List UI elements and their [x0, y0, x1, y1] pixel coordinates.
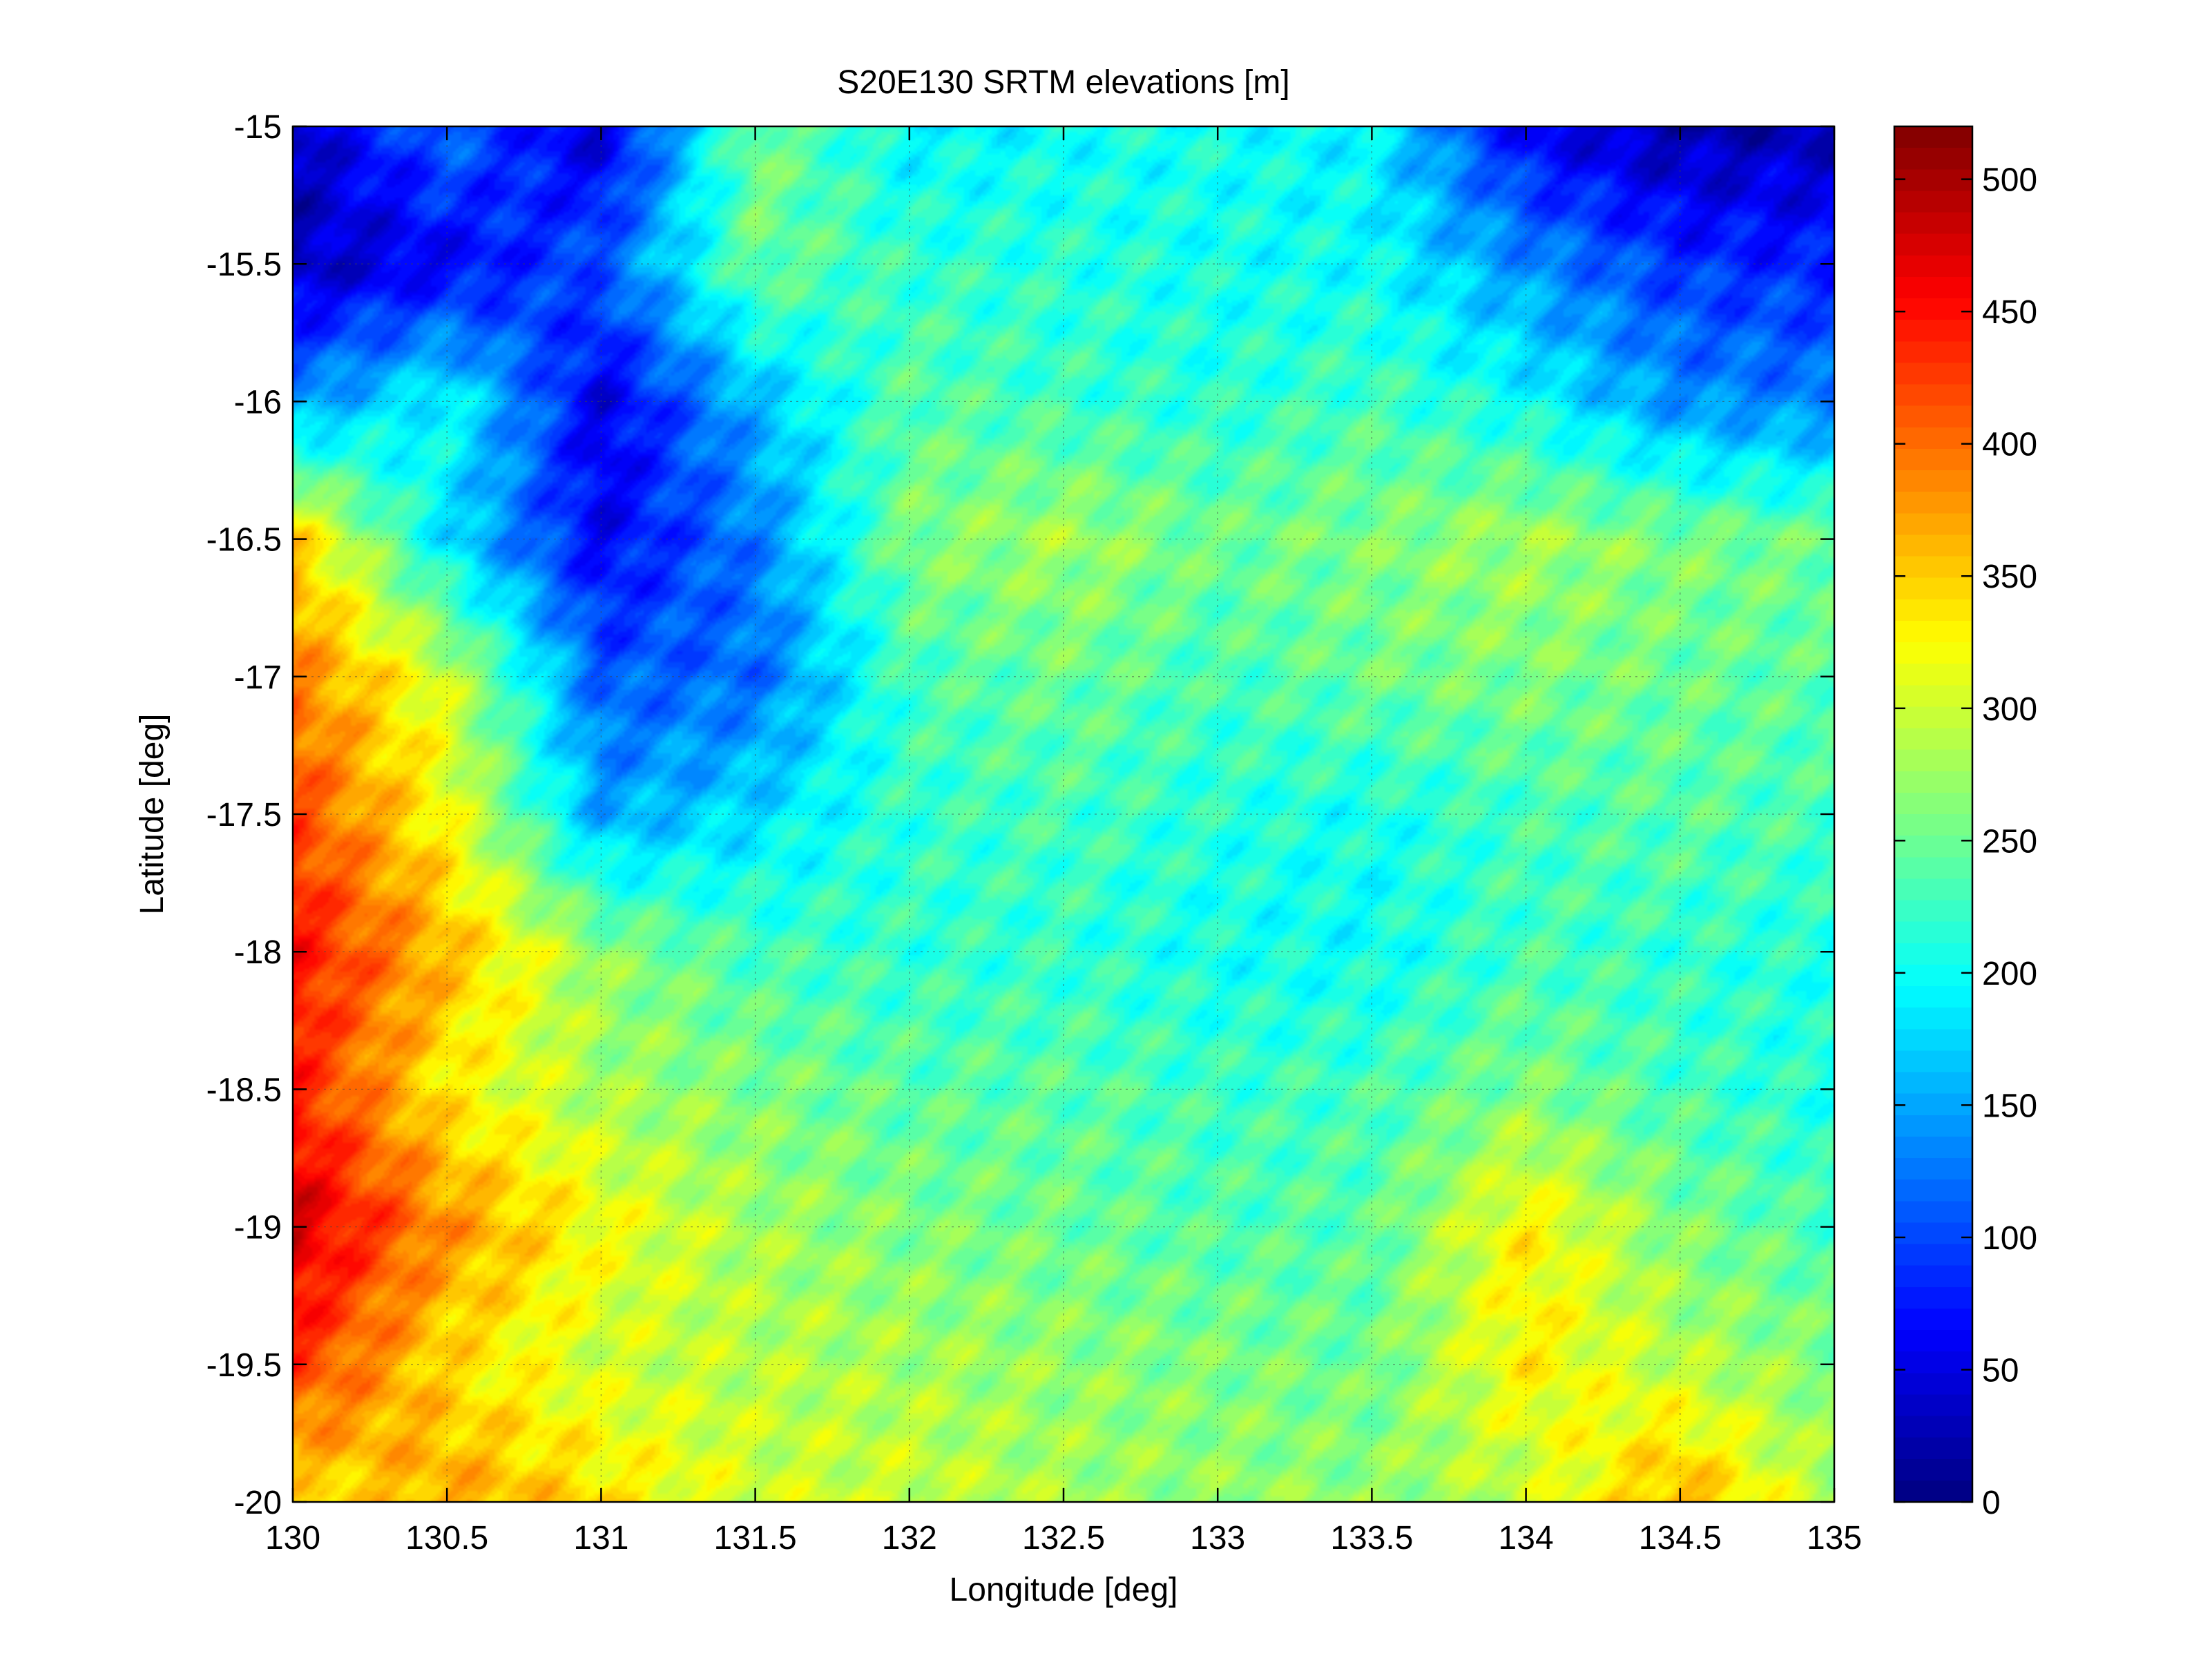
- x-tick-label: 133.5: [1330, 1520, 1413, 1556]
- y-tick-label: -15.5: [206, 247, 282, 283]
- x-tick-label: 131.5: [714, 1520, 797, 1556]
- colorbar-tick-label: 200: [1982, 956, 2037, 992]
- y-tick-label: -19.5: [206, 1347, 282, 1384]
- axis-ticks: 130 130.5 131 131.5 132 132.5 133 133.5 134 134.5…: [206, 109, 1862, 1556]
- y-tick-label: -16: [234, 384, 282, 421]
- x-axis-label: Longitude [deg]: [950, 1572, 1178, 1608]
- x-tick-label: 135: [1807, 1520, 1862, 1556]
- y-tick-label: -18.5: [206, 1072, 282, 1108]
- y-tick-label: -19: [234, 1210, 282, 1246]
- x-tick-label: 130.5: [405, 1520, 488, 1556]
- y-tick-label: -16.5: [206, 522, 282, 559]
- colorbar-tick-label: 250: [1982, 823, 2037, 860]
- colorbar-tick-label: 0: [1982, 1485, 2001, 1521]
- x-tick-label: 131: [573, 1520, 628, 1556]
- colorbar-tick-label: 450: [1982, 294, 2037, 331]
- chart-title: S20E130 SRTM elevations [m]: [837, 64, 1289, 101]
- colorbar-tick-label: 100: [1982, 1220, 2037, 1257]
- colorbar-tick-label: 350: [1982, 559, 2037, 595]
- colorbar-ticks: 0 50 100 150 200 250 300 350 400 450 500: [1894, 162, 2037, 1521]
- x-tick-label: 130: [265, 1520, 320, 1556]
- y-axis-label: Latitude [deg]: [134, 714, 171, 915]
- colorbar-tick-label: 500: [1982, 162, 2037, 199]
- y-tick-label: -20: [234, 1485, 282, 1521]
- x-tick-label: 134.5: [1639, 1520, 1722, 1556]
- x-tick-label: 133: [1190, 1520, 1245, 1556]
- x-tick-label: 132: [882, 1520, 937, 1556]
- colorbar-tick-label: 50: [1982, 1352, 2019, 1389]
- colorbar-tick-label: 400: [1982, 427, 2037, 463]
- colorbar: [1894, 126, 1972, 1502]
- colorbar-frame: [1893, 125, 1974, 1503]
- x-tick-label: 132.5: [1022, 1520, 1105, 1556]
- colorbar-tick-label: 300: [1982, 691, 2037, 728]
- x-tick-label: 134: [1499, 1520, 1554, 1556]
- y-tick-label: -17.5: [206, 797, 282, 833]
- y-tick-label: -17: [234, 659, 282, 696]
- y-tick-label: -18: [234, 934, 282, 971]
- colorbar-tick-label: 150: [1982, 1088, 2037, 1124]
- y-tick-label: -15: [234, 109, 282, 146]
